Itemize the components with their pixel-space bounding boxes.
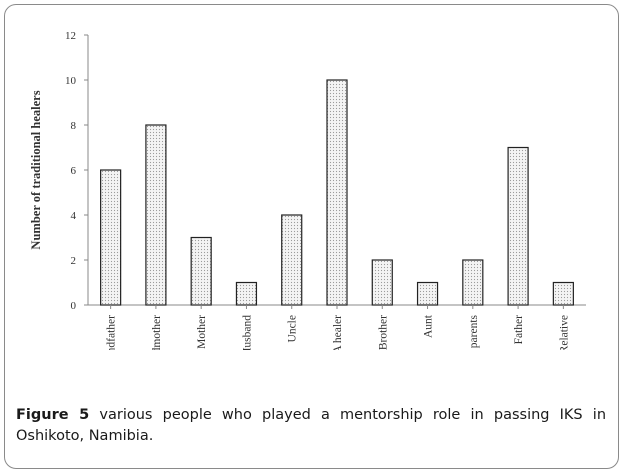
figure-caption: Figure 5 various people who played a men… [16, 405, 606, 447]
y-axis-title: Number of traditional healers [29, 90, 43, 249]
x-axis-labels: Grandfather Grandmother Mother Husband Uncle… [106, 305, 570, 380]
x-tick-label: Husband [241, 315, 253, 350]
bar-a-healer [326, 79, 348, 306]
y-tick-label: 8 [71, 120, 77, 132]
caption-text: various people who played a mentorship r… [16, 407, 607, 444]
bar-relative [552, 281, 574, 306]
bar-aunt [416, 281, 439, 306]
figure-label: Figure 5 [16, 407, 90, 423]
y-tick-label: 2 [71, 255, 77, 267]
y-tick-label: 12 [65, 30, 76, 42]
x-tick-label: Uncle [287, 315, 299, 342]
x-tick-label: Father [513, 315, 525, 345]
bar-grandfather [100, 169, 122, 306]
y-tick-label: 4 [71, 210, 77, 222]
x-tick-label: A healer [332, 315, 344, 350]
x-tick-label: Brother [377, 315, 389, 350]
x-tick-label: Aunt [423, 314, 435, 338]
bar-brother [371, 259, 393, 306]
bar-father [507, 146, 529, 306]
y-tick-label: 0 [71, 300, 77, 312]
x-tick-label: Relative [558, 315, 570, 350]
x-tick-label: Grandmother [151, 315, 163, 350]
x-tick-label: Mother [196, 315, 208, 349]
bar-grand-parents [462, 259, 484, 306]
bar-mother [190, 236, 212, 306]
bar-uncle [281, 214, 303, 306]
bar-husband [235, 281, 258, 306]
x-tick-label: Grand parents [468, 314, 480, 350]
y-tick-label: 10 [65, 75, 77, 87]
bars [100, 79, 574, 306]
bar-chart: 0 2 4 6 8 10 12 Grandfather Grandmother Mother Hu… [26, 20, 606, 380]
chart-svg: 0 2 4 6 8 10 12 Grandfather Grandmother Mother Hu… [29, 30, 586, 380]
y-tick-label: 6 [71, 165, 77, 177]
bar-grandmother [145, 124, 167, 306]
x-tick-label: Grandfather [106, 315, 118, 350]
